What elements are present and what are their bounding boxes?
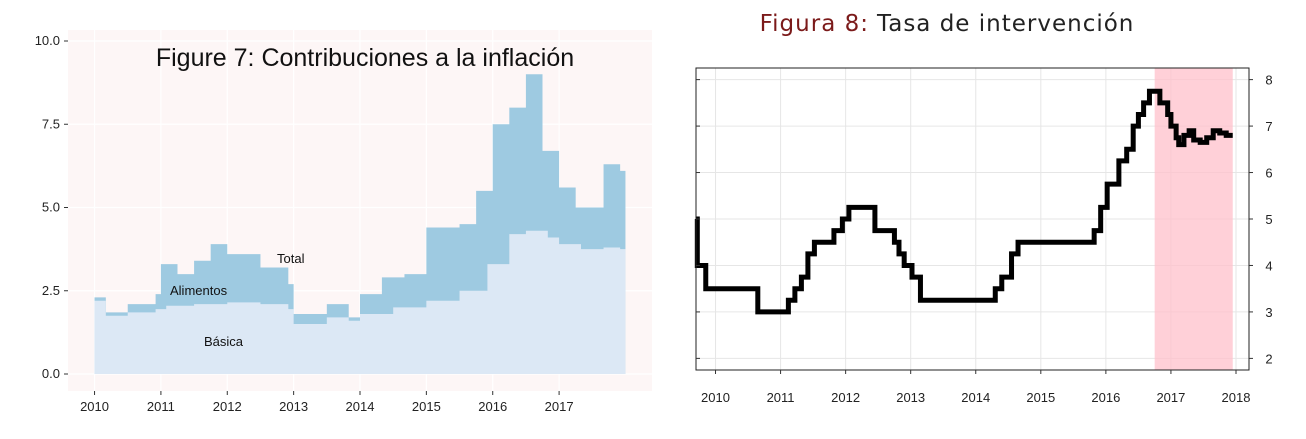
fig7-xtick-label: 2017 bbox=[545, 399, 574, 414]
fig8-ytick-label: 2 bbox=[1265, 351, 1272, 366]
annotation-alimentos: Alimentos bbox=[170, 283, 228, 298]
fig8-title-text: Tasa de intervención bbox=[876, 11, 1134, 37]
fig7-xtick-label: 2011 bbox=[147, 399, 175, 414]
fig7-ytick-label: 2.5 bbox=[42, 283, 60, 298]
fig7-xtick-label: 2010 bbox=[80, 399, 109, 414]
annotation-total: Total bbox=[277, 251, 305, 266]
fig8-ytick-label: 6 bbox=[1265, 166, 1272, 181]
fig8-xtick-label: 2013 bbox=[896, 390, 925, 405]
fig8-xtick-label: 2016 bbox=[1091, 390, 1120, 405]
fig8-ytick-label: 7 bbox=[1265, 119, 1272, 134]
fig8-xtick-label: 2010 bbox=[701, 390, 730, 405]
figure-7: 2010 2011 2012 2013 2014 2015 2016 2017 0.0 2.5 5.… bbox=[35, 30, 652, 414]
fig7-title: Figure 7: Contribuciones a la inflación bbox=[156, 44, 574, 72]
annotation-basica: Básica bbox=[204, 334, 244, 349]
fig7-xtick-label: 2014 bbox=[346, 399, 375, 414]
fig8-xtick-label: 2012 bbox=[831, 390, 860, 405]
fig7-ytick-label: 5.0 bbox=[42, 200, 60, 215]
fig8-ytick-label: 4 bbox=[1265, 258, 1272, 273]
fig8-ytick-label: 3 bbox=[1265, 305, 1272, 320]
fig8-ytick-label: 8 bbox=[1265, 73, 1272, 88]
fig7-xtick-label: 2012 bbox=[213, 399, 242, 414]
fig8-xtick-label: 2011 bbox=[767, 390, 795, 405]
fig7-xtick-label: 2016 bbox=[478, 399, 507, 414]
fig8-title-prefix: Figura 8: bbox=[760, 11, 869, 37]
fig7-ytick-label: 0.0 bbox=[42, 366, 60, 381]
fig8-xtick-label: 2014 bbox=[961, 390, 990, 405]
fig8-xtick-label: 2018 bbox=[1222, 390, 1251, 405]
series-rate-line bbox=[694, 88, 1233, 315]
series-basica-area bbox=[94, 230, 626, 374]
fig7-xtick-label: 2015 bbox=[412, 399, 441, 414]
fig8-ytick-label: 5 bbox=[1265, 212, 1272, 227]
fig8-title: Figura 8: Tasa de intervención bbox=[760, 11, 1135, 37]
fig8-xtick-label: 2015 bbox=[1026, 390, 1055, 405]
fig7-ytick-label: 10.0 bbox=[35, 33, 60, 48]
figure-8: Figura 8: Tasa de intervención 2010 2011 20… bbox=[694, 11, 1273, 405]
fig7-xtick-label: 2013 bbox=[279, 399, 308, 414]
fig8-xtick-label: 2017 bbox=[1156, 390, 1185, 405]
fig7-ytick-label: 7.5 bbox=[42, 116, 60, 131]
shaded-period bbox=[1154, 68, 1233, 370]
